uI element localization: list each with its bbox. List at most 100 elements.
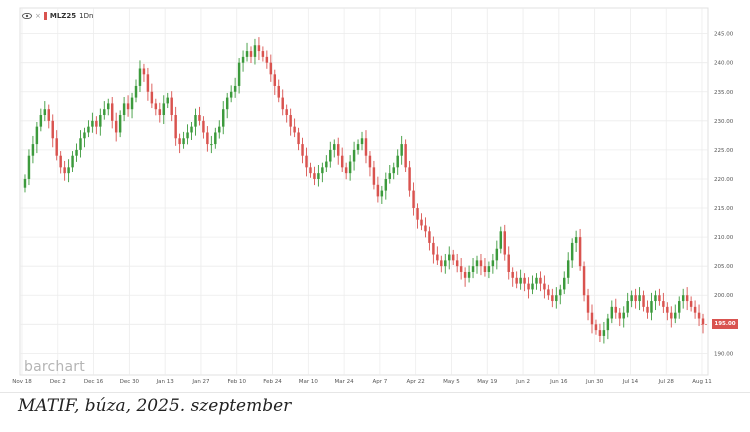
candle-up xyxy=(531,283,534,290)
candle-up xyxy=(380,190,384,197)
candle-up xyxy=(79,138,82,150)
series-color-swatch xyxy=(43,12,47,20)
candle-up xyxy=(360,138,364,145)
candle-down xyxy=(412,190,415,209)
candle-down xyxy=(618,312,621,319)
candle-down xyxy=(408,167,411,191)
candle-up xyxy=(384,178,388,191)
candle-down xyxy=(340,155,344,168)
candle-up xyxy=(118,115,122,133)
x-tick-label: Jun 16 xyxy=(549,379,568,385)
candle-down xyxy=(249,51,253,57)
x-tick-label: Feb 24 xyxy=(263,379,282,385)
candle-down xyxy=(670,312,673,319)
candle-down xyxy=(47,109,51,121)
figure-caption: MATIF, búza, 2025. szeptember xyxy=(18,396,292,416)
candle-up xyxy=(225,97,229,110)
candle-up xyxy=(43,109,47,116)
candle-down xyxy=(666,306,669,313)
candle-down xyxy=(424,225,427,232)
candle-up xyxy=(570,242,574,261)
candle-up xyxy=(241,56,245,63)
candle-up xyxy=(491,260,495,267)
candle-up xyxy=(630,295,633,302)
x-tick-label: Dec 2 xyxy=(50,379,66,385)
candle-up xyxy=(222,109,225,127)
candle-up xyxy=(317,173,320,179)
x-tick-label: Mar 10 xyxy=(299,379,319,385)
candle-up xyxy=(75,149,78,156)
candle-down xyxy=(305,155,308,168)
candle-down xyxy=(198,115,201,121)
candle-down xyxy=(483,266,487,272)
candle-up xyxy=(325,161,328,168)
candle-up xyxy=(388,173,392,179)
eye-icon[interactable] xyxy=(22,12,32,20)
candle-up xyxy=(650,301,653,313)
x-tick-label: Jul 14 xyxy=(622,379,639,385)
candle-up xyxy=(162,103,165,116)
close-icon[interactable]: × xyxy=(35,12,41,20)
interval-text: 1Dn xyxy=(79,12,94,20)
candle-down xyxy=(372,167,376,185)
candle-down xyxy=(146,74,150,92)
candle-up xyxy=(400,144,403,156)
candle-down xyxy=(178,138,181,145)
price-chart: 190.00195.00200.00205.00210.00215.00220.… xyxy=(12,7,734,385)
y-tick-label: 225.00 xyxy=(714,148,734,154)
candle-down xyxy=(95,120,98,127)
candle-up xyxy=(638,295,641,302)
candle-down xyxy=(364,138,368,156)
y-tick-label: 235.00 xyxy=(714,90,734,96)
candle-down xyxy=(701,318,705,325)
candle-down xyxy=(313,173,316,179)
candle-down xyxy=(511,271,514,278)
candle-down xyxy=(507,254,510,272)
candle-down xyxy=(285,109,288,116)
x-tick-label: Jan 27 xyxy=(191,379,210,385)
candle-down xyxy=(432,242,435,255)
candle-up xyxy=(39,115,43,127)
candle-down xyxy=(277,85,280,98)
candle-down xyxy=(420,219,423,226)
candle-up xyxy=(329,149,332,162)
y-tick-label: 200.00 xyxy=(714,293,734,299)
candle-down xyxy=(273,74,277,86)
candle-up xyxy=(622,312,625,319)
candle-up xyxy=(99,115,102,127)
candle-down xyxy=(646,306,649,313)
candle-down xyxy=(293,126,296,133)
candle-down xyxy=(614,306,618,313)
candle-up xyxy=(91,120,94,127)
candle-up xyxy=(519,277,522,284)
x-tick-label: Jun 2 xyxy=(515,379,530,385)
candle-down xyxy=(376,184,380,197)
candle-up xyxy=(574,237,578,243)
x-tick-label: Dec 30 xyxy=(120,379,140,385)
candle-down xyxy=(269,62,273,75)
y-tick-label: 220.00 xyxy=(714,177,734,183)
candle-down xyxy=(257,45,261,52)
candle-up xyxy=(218,126,221,133)
candle-up xyxy=(194,115,197,127)
candle-down xyxy=(689,301,693,307)
candle-up xyxy=(130,97,134,110)
candle-up xyxy=(626,301,629,313)
y-tick-label: 240.00 xyxy=(714,61,734,67)
symbol-label[interactable]: × MLZ25 1Dn xyxy=(22,12,93,20)
candle-up xyxy=(233,85,237,92)
x-tick-label: Apr 7 xyxy=(373,379,388,385)
candle-down xyxy=(697,312,701,319)
candle-up xyxy=(237,62,241,86)
y-tick-label: 215.00 xyxy=(714,206,734,212)
candle-down xyxy=(590,312,594,325)
candle-down xyxy=(281,97,284,110)
candle-up xyxy=(210,144,213,146)
candle-up xyxy=(475,260,479,267)
x-tick-label: Jan 13 xyxy=(156,379,175,385)
candle-up xyxy=(563,277,566,290)
candle-down xyxy=(51,120,54,139)
x-tick-label: Dec 16 xyxy=(84,379,104,385)
x-tick-label: Nov 18 xyxy=(12,379,32,385)
candle-down xyxy=(662,301,665,307)
